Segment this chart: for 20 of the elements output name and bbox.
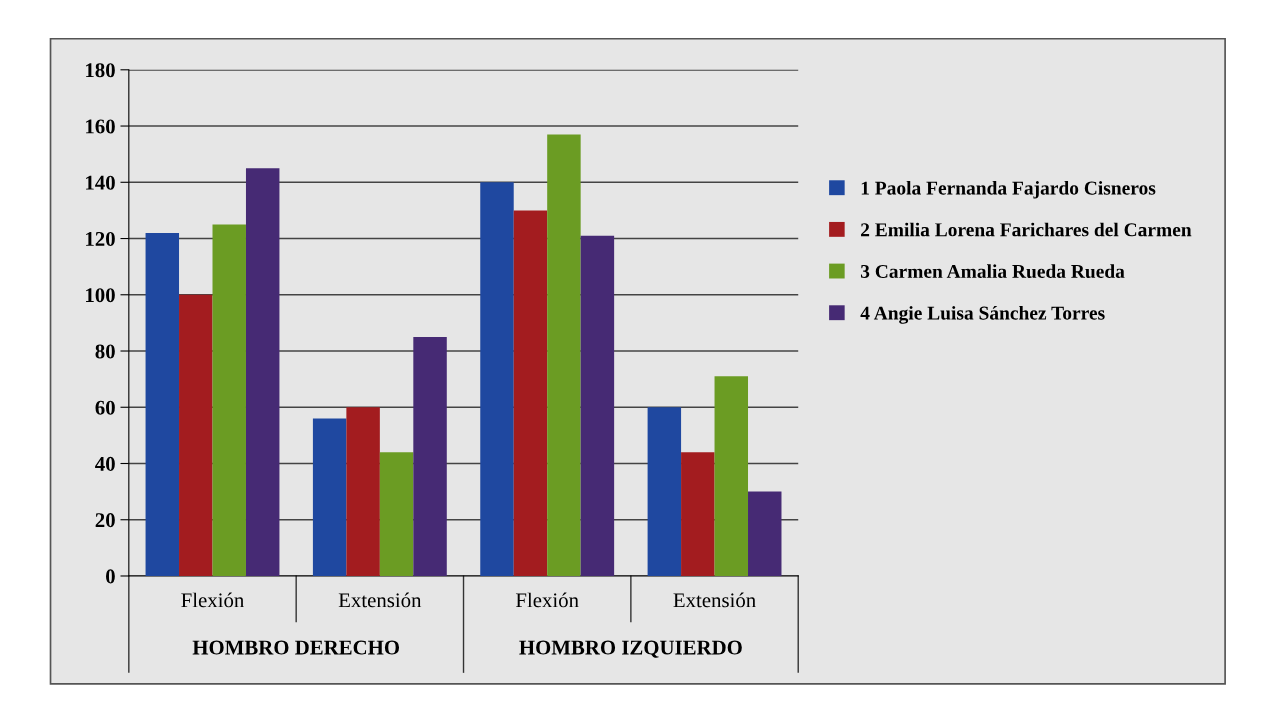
y-tick-label: 20 [95,513,115,528]
text: HOMBRO DERECHO [192,640,400,655]
legend-label: 3 Carmen Amalia Rueda Rueda [860,264,1125,279]
y-tick-label: 0 [106,569,115,584]
y-tick-label: 180 [86,63,115,78]
y-tick-label: 100 [86,288,115,303]
legend-label: 4 Angie Luisa Sánchez Torres [860,305,1105,324]
y-tick-label: 140 [86,175,115,190]
text: HOMBRO IZQUIERDO [519,640,742,658]
y-tick-label: 80 [95,344,115,359]
legend-label: 1 Paola Fernanda Fajardo Cisneros [861,180,1156,199]
y-tick-label: 120 [86,231,115,246]
x-tick-label: Extensión [338,592,422,608]
y-tick-label: 160 [86,119,115,134]
legend-label: 2 Emilia Lorena Farichares del Carmen [861,222,1192,237]
x-tick-label: Flexión [181,592,245,608]
y-tick-label: 60 [95,400,115,415]
x-tick-label: Flexión [515,592,579,608]
y-tick-label: 40 [95,456,115,471]
x-tick-label: Extensión [673,592,756,608]
